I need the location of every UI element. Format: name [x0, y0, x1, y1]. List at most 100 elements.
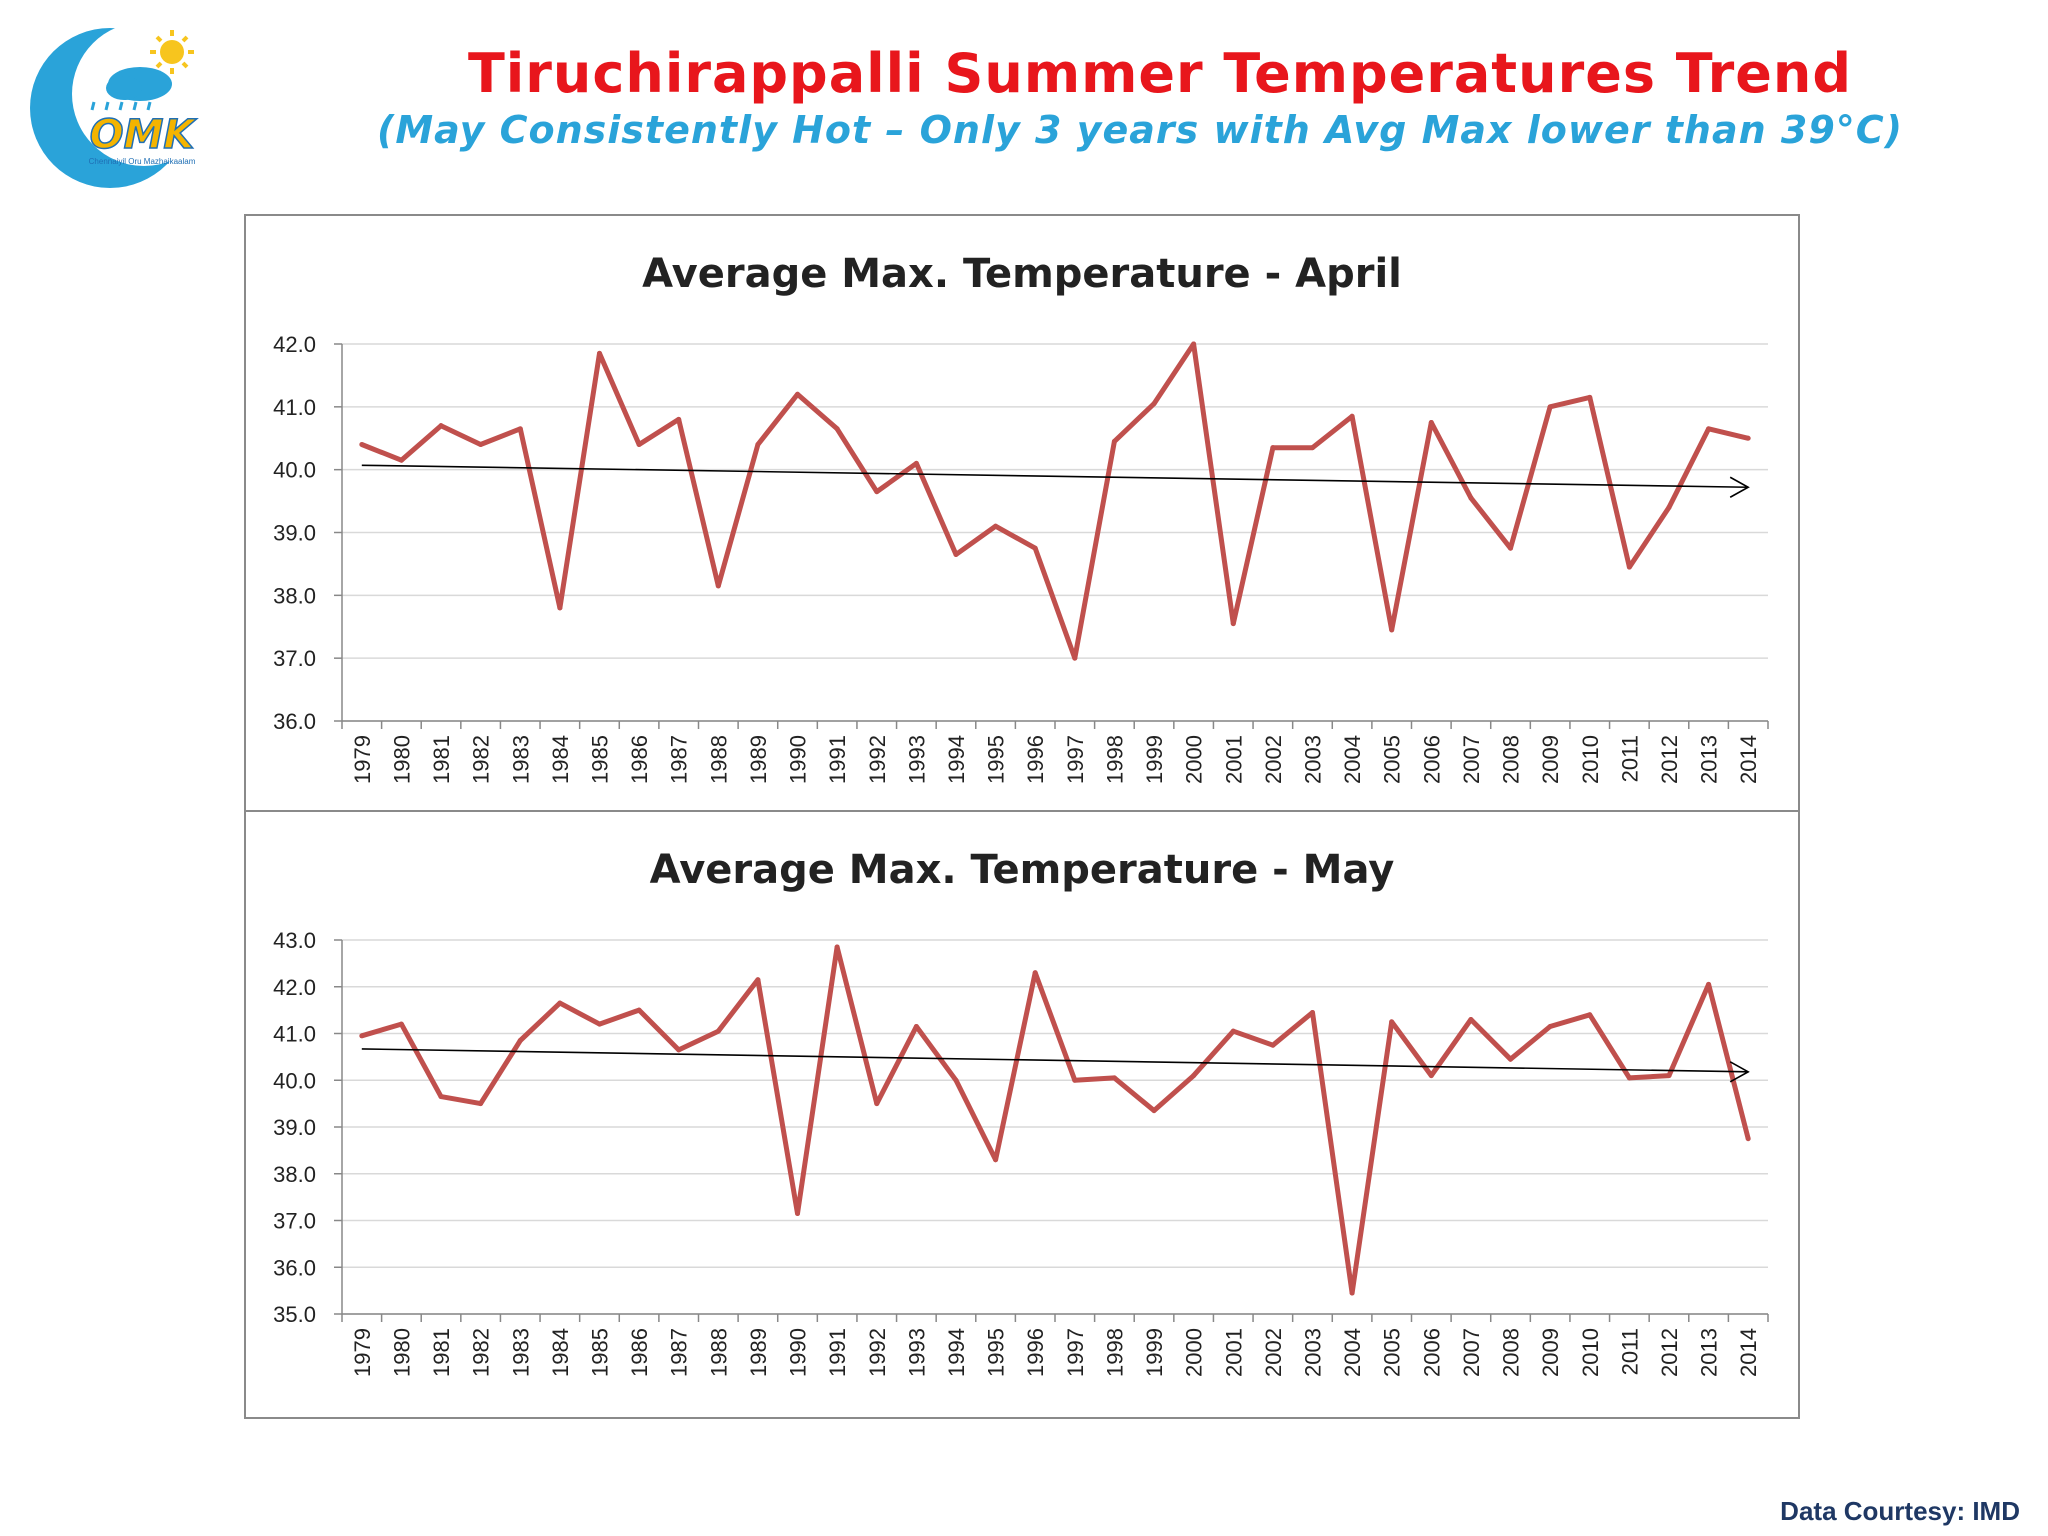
data-point — [1151, 1108, 1157, 1114]
data-point — [1626, 564, 1632, 570]
x-tick-label: 1985 — [587, 735, 612, 784]
y-tick-label: 36.0 — [273, 1255, 316, 1280]
data-point — [1666, 1073, 1672, 1079]
data-point — [1587, 394, 1593, 400]
data-point — [1032, 545, 1038, 551]
data-point — [1191, 341, 1197, 347]
x-tick-label: 1998 — [1102, 1328, 1127, 1377]
may-chart: Average Max. Temperature - May 35.0 36.0 37… — [273, 847, 1769, 1377]
x-tick-label: 2009 — [1538, 735, 1563, 784]
data-point — [1508, 1056, 1514, 1062]
april-chart: Average Max. Temperature - April 36.0 37.0… — [273, 251, 1769, 784]
rain-icon — [90, 101, 152, 111]
data-point — [913, 1023, 919, 1029]
data-point — [1468, 495, 1474, 501]
x-tick-label: 2004 — [1340, 1328, 1365, 1377]
data-point — [1270, 445, 1276, 451]
x-tick-label: 2007 — [1459, 735, 1484, 784]
data-point — [1428, 1073, 1434, 1079]
data-point — [517, 426, 523, 432]
y-tick-label: 40.0 — [273, 458, 316, 483]
y-tick-label: 38.0 — [273, 583, 316, 608]
data-point — [636, 1007, 642, 1013]
data-point — [1111, 438, 1117, 444]
x-tick-label: 2001 — [1221, 735, 1246, 784]
y-tick-label: 38.0 — [273, 1162, 316, 1187]
x-tick-label: 2005 — [1380, 735, 1405, 784]
x-tick-label: 2004 — [1340, 735, 1365, 784]
series-line — [360, 341, 1749, 661]
x-tick-label: 2003 — [1300, 1328, 1325, 1377]
x-tick-label: 1984 — [548, 1328, 573, 1377]
data-point — [1508, 545, 1514, 551]
data-point — [874, 1101, 880, 1107]
data-point — [715, 583, 721, 589]
data-point — [359, 1033, 365, 1039]
data-point — [795, 391, 801, 397]
x-tick-label: 1982 — [469, 735, 494, 784]
trendline — [361, 1048, 1749, 1073]
x-tick-label: 2011 — [1617, 735, 1642, 782]
data-point — [1270, 1042, 1276, 1048]
y-tick-label: 39.0 — [273, 1115, 316, 1140]
cloud-icon — [106, 67, 172, 101]
x-tick-label: 1982 — [469, 1328, 494, 1377]
data-point — [755, 442, 761, 448]
data-point — [1389, 627, 1395, 633]
x-tick-label: 1989 — [746, 1328, 771, 1377]
x-tick-label: 1979 — [350, 735, 375, 784]
x-tick-label: 1995 — [984, 1328, 1009, 1377]
data-point — [755, 977, 761, 983]
x-tick-label: 2013 — [1697, 1328, 1722, 1377]
data-point — [596, 1021, 602, 1027]
y-tick-label: 43.0 — [273, 928, 316, 953]
x-tick-label: 1984 — [548, 735, 573, 784]
data-point — [1428, 420, 1434, 426]
x-tick-label: 1995 — [984, 735, 1009, 784]
x-tick-label: 2000 — [1182, 735, 1207, 784]
data-point — [1389, 1019, 1395, 1025]
sun-icon — [150, 30, 194, 74]
x-tick-label: 1979 — [350, 1328, 375, 1377]
logo-letters: OMK — [90, 112, 198, 158]
data-point — [953, 551, 959, 557]
data-point — [557, 1000, 563, 1006]
data-point — [1666, 504, 1672, 510]
x-tick-label: 2012 — [1657, 735, 1682, 784]
data-point — [1745, 435, 1751, 441]
data-point — [795, 1210, 801, 1216]
data-point — [1072, 1077, 1078, 1083]
data-point — [438, 423, 444, 429]
trendline-arrowhead — [1729, 1061, 1750, 1083]
x-tick-label: 2011 — [1617, 1328, 1642, 1375]
y-tick-label: 42.0 — [273, 332, 316, 357]
data-point — [1547, 404, 1553, 410]
data-point — [478, 442, 484, 448]
x-tick-label: 2013 — [1697, 735, 1722, 784]
omk-logo: OMK Chennaiyil Oru Mazhaikaalam — [22, 22, 216, 192]
data-point — [636, 442, 642, 448]
x-tick-label: 1987 — [667, 1328, 692, 1377]
data-point — [1072, 655, 1078, 661]
data-point — [478, 1101, 484, 1107]
data-point — [517, 1038, 523, 1044]
y-tick-label: 40.0 — [273, 1068, 316, 1093]
y-tick-label: 39.0 — [273, 521, 316, 546]
x-tick-label: 2006 — [1419, 735, 1444, 784]
x-tick-label: 1988 — [706, 735, 731, 784]
x-tick-label: 2012 — [1657, 1328, 1682, 1377]
chart-title: Average Max. Temperature - May — [650, 847, 1395, 893]
x-tick-label: 2003 — [1300, 735, 1325, 784]
data-point — [1111, 1075, 1117, 1081]
data-point — [1547, 1023, 1553, 1029]
series-line — [361, 944, 1751, 1296]
trendline — [361, 464, 1749, 489]
y-tick-label: 36.0 — [273, 709, 316, 734]
data-point — [359, 442, 365, 448]
data-point — [1626, 1075, 1632, 1081]
x-tick-label: 1992 — [865, 735, 890, 784]
y-tick-label: 35.0 — [273, 1302, 316, 1327]
x-tick-label: 2010 — [1578, 1328, 1603, 1377]
x-tick-label: 2006 — [1419, 1328, 1444, 1377]
x-tick-label: 1992 — [865, 1328, 890, 1377]
